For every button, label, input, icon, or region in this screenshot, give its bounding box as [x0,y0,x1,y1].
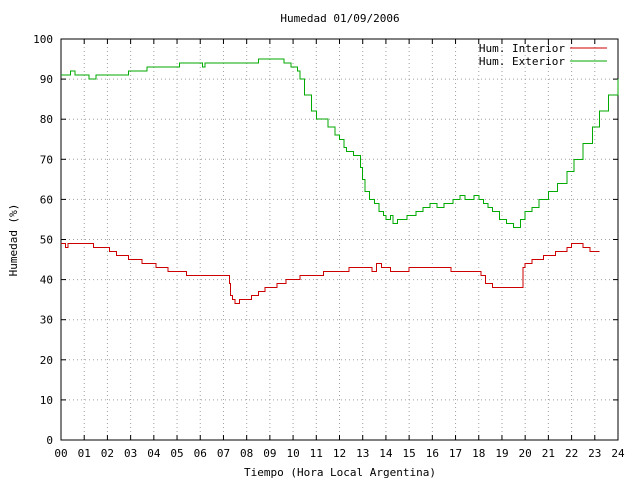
axis-ticks [60,38,619,441]
y-tick-label: 60 [40,193,53,206]
x-tick-label: 01 [78,447,91,460]
x-tick-label: 20 [519,447,532,460]
x-tick-label: 03 [124,447,137,460]
series-line-interior [61,243,600,305]
x-axis-label: Tiempo (Hora Local Argentina) [244,466,436,479]
x-tick-label: 13 [356,447,369,460]
x-tick-label: 07 [217,447,230,460]
x-tick-label: 19 [495,447,508,460]
y-tick-label: 70 [40,153,53,166]
legend-label-exterior: Hum. Exterior [479,55,565,68]
x-tick-label: 08 [240,447,253,460]
y-tick-label: 40 [40,274,53,287]
x-tick-labels: 00 01 02 03 04 05 06 07 08 09 10 11 12 13 14 15 16 17 18 19… [54,447,625,460]
x-tick-label: 06 [194,447,207,460]
chart-title: Humedad 01/09/2006 [280,12,399,25]
series-line-exterior [61,58,619,228]
y-tick-label: 50 [40,234,53,247]
y-tick-label: 30 [40,314,53,327]
y-tick-label: 20 [40,354,53,367]
x-tick-label: 15 [403,447,416,460]
x-tick-label: 14 [379,447,393,460]
series-lines [61,58,619,305]
y-tick-label: 80 [40,113,53,126]
x-tick-label: 18 [472,447,485,460]
grid [61,39,618,440]
x-tick-label: 11 [310,447,323,460]
y-tick-labels: 0 10 20 30 40 50 60 70 80 90 100 [33,33,53,447]
x-tick-label: 09 [263,447,276,460]
x-tick-label: 24 [611,447,625,460]
x-tick-label: 21 [542,447,555,460]
y-tick-label: 10 [40,394,53,407]
y-tick-label: 0 [46,434,53,447]
x-tick-label: 17 [449,447,462,460]
x-tick-label: 22 [565,447,578,460]
x-tick-label: 00 [54,447,67,460]
x-tick-label: 10 [286,447,299,460]
y-axis-label: Humedad (%) [7,204,20,277]
legend-label-interior: Hum. Interior [479,42,565,55]
x-tick-label: 12 [333,447,346,460]
x-tick-label: 02 [101,447,114,460]
legend: Hum. Interior Hum. Exterior [479,42,607,68]
x-tick-label: 04 [147,447,161,460]
x-tick-label: 23 [588,447,601,460]
x-tick-label: 05 [170,447,183,460]
y-tick-label: 90 [40,73,53,86]
y-tick-label: 100 [33,33,53,46]
x-tick-label: 16 [426,447,439,460]
